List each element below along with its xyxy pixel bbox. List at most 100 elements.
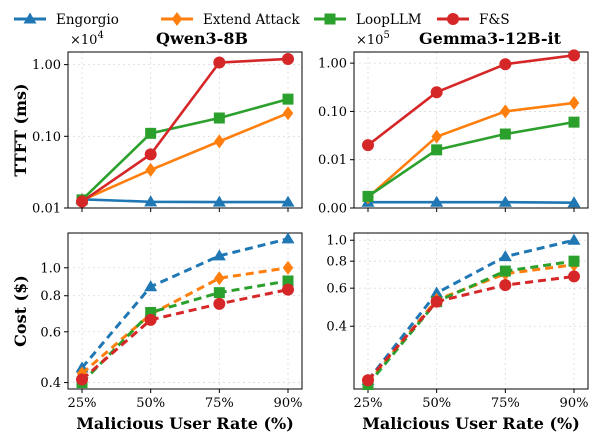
data-point [145, 162, 156, 177]
data-point [214, 271, 225, 286]
y-multiplier-base: ×10 [70, 33, 97, 48]
legend-marker [23, 12, 37, 24]
data-point [568, 49, 580, 62]
series-line [367, 54, 575, 147]
y-tick-label: 1.0 [326, 234, 347, 249]
data-point [282, 52, 294, 65]
series-line [366, 274, 575, 382]
data-point [499, 128, 511, 140]
data-point [362, 139, 374, 152]
y-tick-label: 0.10 [318, 105, 347, 120]
series-extend-attack [362, 257, 580, 390]
y-tick-label: 1.0 [40, 261, 61, 276]
y-tick-label: 1.00 [32, 58, 61, 73]
data-point [430, 86, 443, 99]
data-point [282, 93, 294, 105]
panel-3: 0.4 0.6 0.8 1.0 25% 50% 75% 90% Cost ($) Maliciou… [11, 232, 303, 433]
data-point [282, 260, 294, 275]
series-line [81, 288, 289, 381]
series-engorgio [75, 192, 295, 207]
x-tick-label: 90% [274, 396, 303, 411]
series-engorgio [361, 195, 581, 208]
legend-label: LoopLLM [356, 12, 422, 28]
series-line [81, 97, 289, 201]
data-point [568, 255, 580, 267]
y-multiplier-exponent: 5 [383, 30, 389, 41]
y-multiplier: ×104 [70, 30, 104, 48]
x-tick-label: 75% [205, 396, 234, 411]
data-point [281, 232, 295, 244]
series-f-s [76, 283, 294, 386]
plot-frame [353, 232, 589, 390]
series-line [81, 57, 289, 203]
data-point [145, 127, 157, 139]
legend-label: Engorgio [56, 12, 119, 28]
data-point [282, 106, 294, 121]
data-point [144, 280, 158, 292]
data-point [76, 373, 88, 386]
legend-label: Extend Attack [203, 12, 300, 28]
data-point [568, 116, 580, 128]
data-point [498, 195, 512, 207]
data-point [431, 129, 442, 144]
series-loopllm [362, 116, 580, 202]
x-tick-label: 50% [136, 396, 165, 411]
data-point [282, 275, 294, 287]
legend-marker [324, 13, 336, 25]
data-point [568, 95, 580, 110]
x-tick-label: 90% [560, 396, 589, 411]
x-tick-label: 50% [422, 396, 451, 411]
panel-1: 0.01 0.10 1.00 Qwen3-8B ×104 TTFT (ms) [11, 29, 303, 217]
legend-item-loopllm: LoopLLM [314, 12, 422, 28]
data-point [145, 306, 157, 318]
series-engorgio [361, 233, 581, 385]
data-point [567, 196, 581, 208]
y-tick-label: 0.01 [32, 202, 61, 217]
data-point [430, 295, 443, 308]
series-extend-attack [362, 95, 580, 205]
data-point [499, 279, 512, 292]
series-line [81, 112, 289, 202]
series-f-s [76, 52, 294, 208]
data-point [362, 190, 374, 202]
legend-label: F&S [479, 12, 510, 28]
legend-marker [171, 12, 183, 26]
data-point [213, 56, 226, 69]
y-multiplier: ×105 [356, 30, 390, 48]
y-axis-label: TTFT (ms) [11, 83, 30, 176]
data-point [213, 112, 225, 124]
x-tick-label: 25% [354, 396, 383, 411]
y-tick-label: 1.00 [318, 57, 347, 72]
panel-2: 0.00 0.01 0.10 1.00 Gemma3-12B-it ×105 [318, 29, 589, 217]
series-line [367, 101, 575, 199]
data-point [144, 313, 157, 326]
data-point [144, 148, 157, 161]
legend-item-f-s: F&S [437, 12, 510, 28]
data-point [362, 374, 374, 387]
data-point [430, 195, 444, 207]
series-line [366, 238, 575, 382]
y-tick-label: 0.10 [32, 130, 61, 145]
data-point [76, 195, 88, 208]
y-tick-label: 0.4 [40, 376, 61, 391]
series-line [80, 279, 289, 384]
y-tick-label: 0.01 [318, 153, 347, 168]
x-tick-label: 25% [68, 396, 97, 411]
data-point [281, 195, 295, 207]
legend-marker [447, 13, 459, 25]
data-point [500, 104, 511, 119]
data-point [499, 265, 511, 277]
data-point [499, 58, 512, 71]
data-point [144, 195, 158, 207]
series-line [80, 237, 289, 369]
series-f-s [362, 49, 580, 152]
plot-frame [353, 51, 589, 209]
y-tick-label: 0.4 [326, 320, 347, 335]
y-multiplier-base: ×10 [356, 33, 383, 48]
y-tick-label: 0.8 [40, 289, 61, 304]
y-multiplier-exponent: 4 [97, 30, 103, 41]
data-point [430, 286, 444, 298]
data-point [212, 195, 226, 207]
legend-item-engorgio: Engorgio [14, 12, 119, 28]
